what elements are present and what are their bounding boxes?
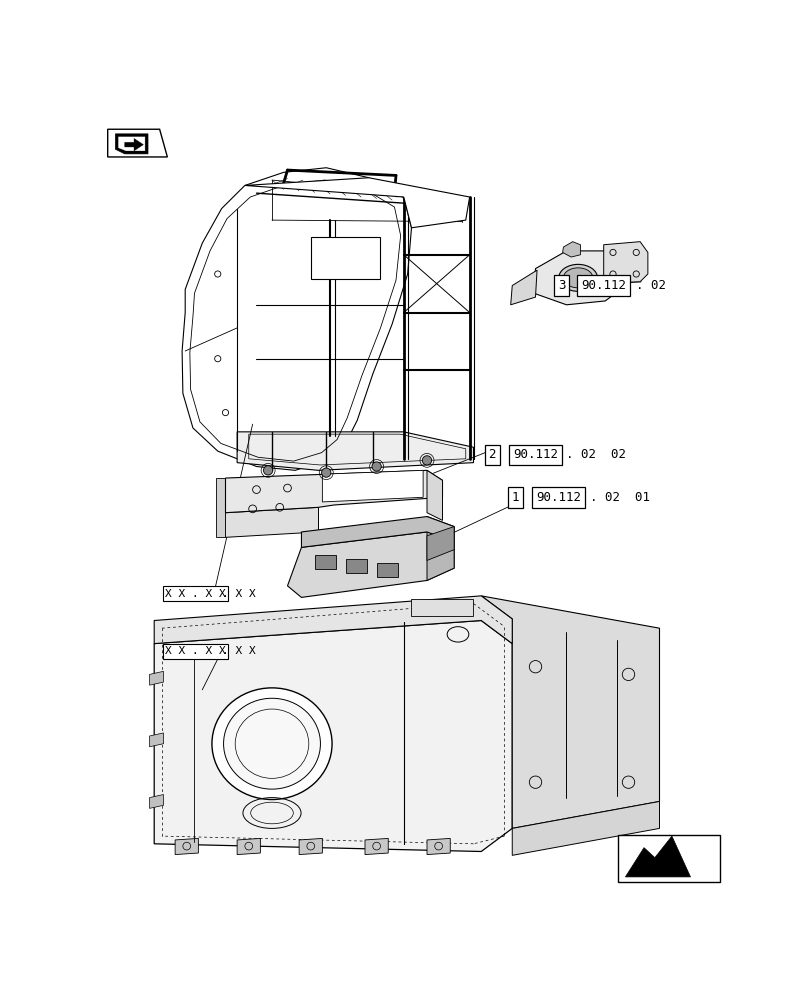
Polygon shape <box>154 596 512 644</box>
Polygon shape <box>562 242 580 257</box>
Text: 90.112: 90.112 <box>535 491 581 504</box>
Polygon shape <box>125 138 144 151</box>
Ellipse shape <box>223 698 320 789</box>
Polygon shape <box>245 178 469 228</box>
Polygon shape <box>365 838 388 855</box>
Circle shape <box>422 456 431 465</box>
Bar <box>617 835 719 882</box>
Ellipse shape <box>212 688 332 800</box>
Polygon shape <box>427 470 442 520</box>
Text: 1: 1 <box>511 491 518 504</box>
Circle shape <box>371 462 381 471</box>
Polygon shape <box>427 838 449 855</box>
Text: 90.112: 90.112 <box>513 448 557 461</box>
Polygon shape <box>149 733 163 747</box>
Polygon shape <box>154 620 512 852</box>
Bar <box>345 559 367 573</box>
Polygon shape <box>237 432 473 470</box>
Ellipse shape <box>558 264 597 291</box>
Text: . X X: . X X <box>221 589 255 599</box>
Bar <box>311 237 380 279</box>
Polygon shape <box>534 251 620 305</box>
Polygon shape <box>603 242 647 283</box>
Polygon shape <box>287 532 453 597</box>
Polygon shape <box>510 270 536 305</box>
Text: . 02  01: . 02 01 <box>589 491 649 504</box>
Text: . X X: . X X <box>221 646 255 656</box>
Polygon shape <box>298 838 322 855</box>
Text: X X . X X: X X . X X <box>165 589 225 599</box>
Bar <box>376 563 398 577</box>
Text: 2: 2 <box>487 448 496 461</box>
Circle shape <box>263 466 272 475</box>
Polygon shape <box>427 527 453 560</box>
Polygon shape <box>624 836 689 877</box>
Polygon shape <box>115 134 148 154</box>
Text: 90.112: 90.112 <box>581 279 625 292</box>
Bar <box>314 555 336 569</box>
Polygon shape <box>301 517 453 547</box>
Text: 3: 3 <box>557 279 565 292</box>
Text: . 02  02: . 02 02 <box>566 448 626 461</box>
Polygon shape <box>149 795 163 808</box>
Polygon shape <box>149 671 163 685</box>
Polygon shape <box>216 478 225 537</box>
Polygon shape <box>322 470 423 502</box>
Polygon shape <box>512 801 659 855</box>
Polygon shape <box>427 517 453 580</box>
Ellipse shape <box>563 268 592 288</box>
Text: . 02: . 02 <box>636 279 666 292</box>
Polygon shape <box>175 838 198 855</box>
Text: X X . X X: X X . X X <box>165 646 225 656</box>
Polygon shape <box>481 596 659 828</box>
Polygon shape <box>225 507 318 537</box>
Circle shape <box>321 468 331 477</box>
Bar <box>411 599 473 616</box>
Polygon shape <box>225 470 442 513</box>
Polygon shape <box>118 137 144 151</box>
Polygon shape <box>108 129 167 157</box>
Polygon shape <box>237 838 260 855</box>
